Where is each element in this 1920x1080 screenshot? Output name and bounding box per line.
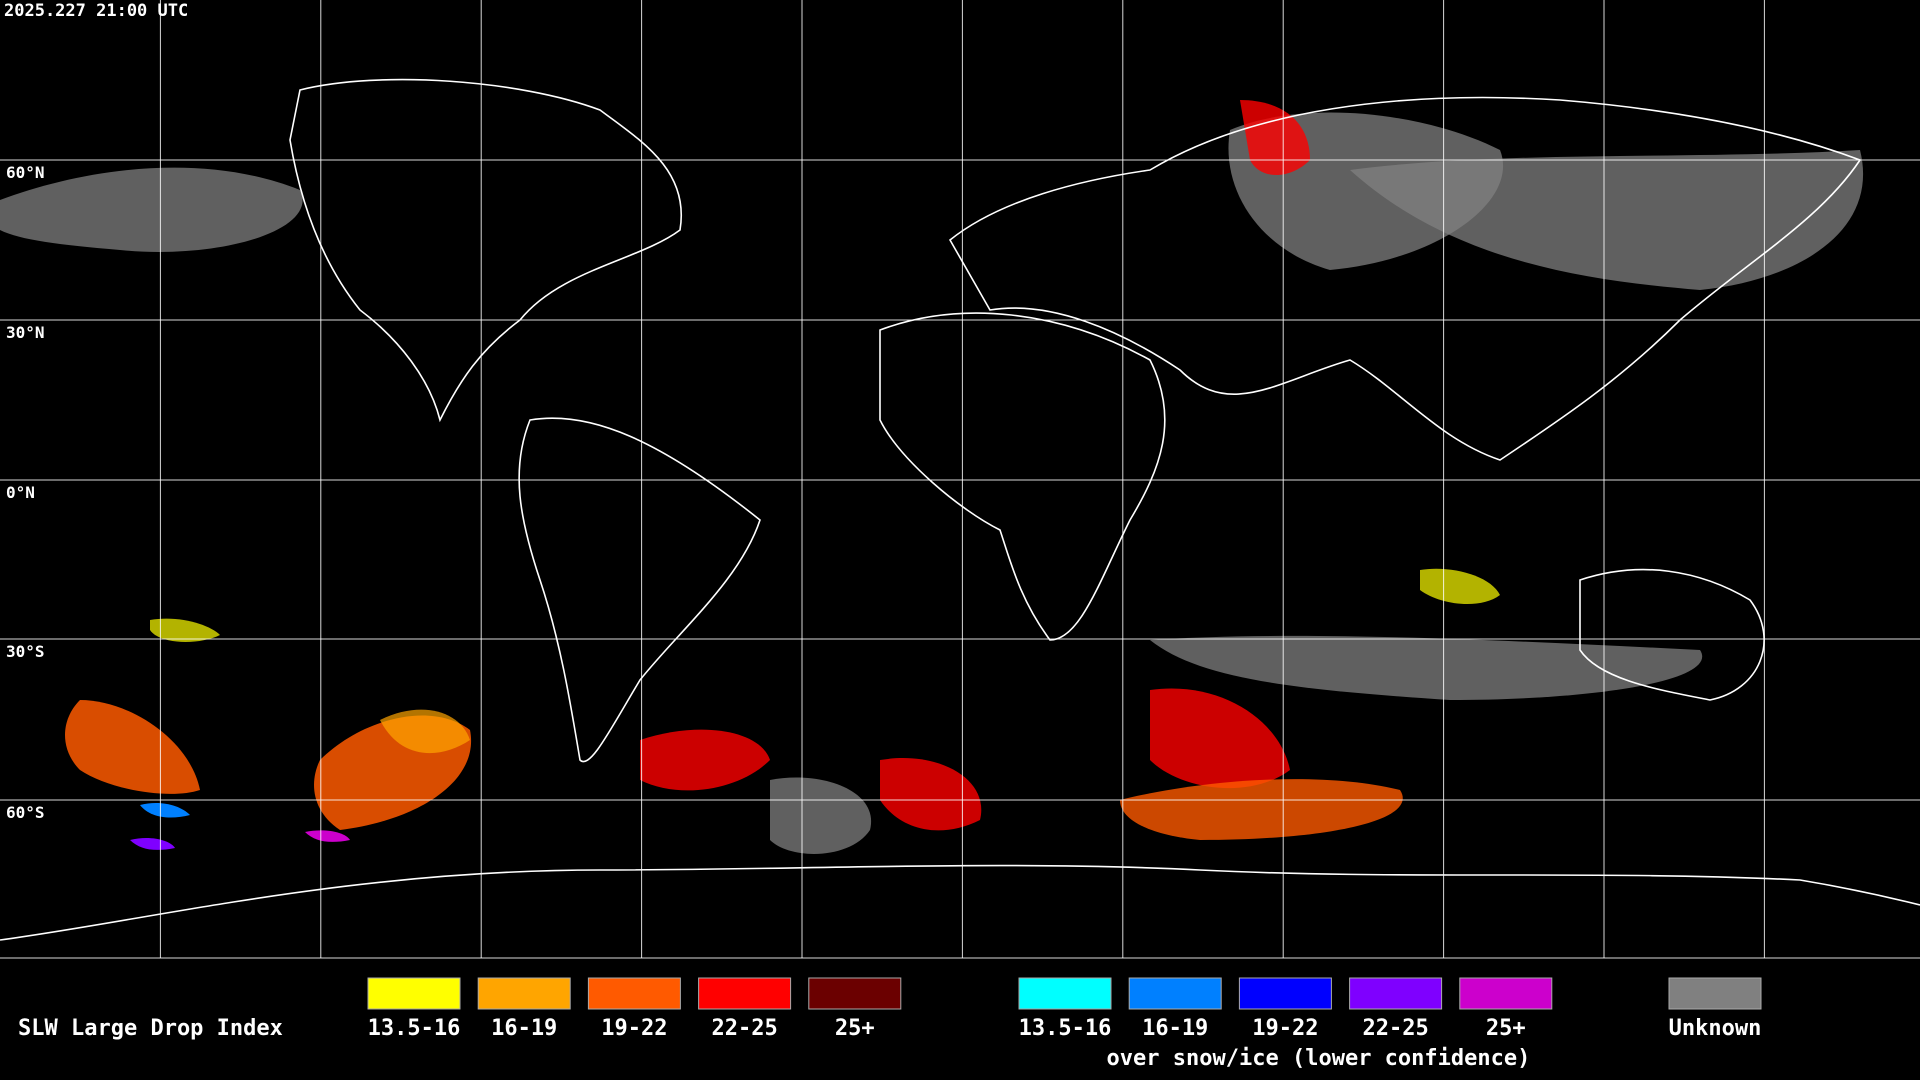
legend-label: 16-19	[491, 1016, 557, 1041]
legend-label: 13.5-16	[368, 1016, 461, 1041]
legend-swatch	[1459, 977, 1553, 1010]
latitude-label: 30°S	[6, 642, 45, 661]
legend-label: 19-22	[601, 1016, 667, 1041]
legend: SLW Large Drop Index 13.5-16 16-19 19-22 22…	[18, 977, 1762, 1071]
legend-swatch	[1128, 977, 1222, 1010]
legend-swatch	[698, 977, 792, 1010]
legend-swatch	[1238, 977, 1332, 1010]
legend-label: Unknown	[1669, 1016, 1762, 1041]
legend-swatch	[1018, 977, 1112, 1010]
legend-swatch	[367, 977, 461, 1010]
index-field	[0, 100, 1864, 854]
graticule	[0, 0, 1920, 959]
legend-label: 16-19	[1142, 1016, 1208, 1041]
legend-label: 13.5-16	[1019, 1016, 1112, 1041]
legend-swatch	[1349, 977, 1443, 1010]
legend-label: 22-25	[711, 1016, 777, 1041]
legend-caption: over snow/ice (lower confidence)	[1107, 1046, 1531, 1071]
latitude-labels: 60°N 30°N 0°N 30°S 60°S	[6, 163, 45, 822]
timestamp: 2025.227 21:00 UTC	[4, 1, 188, 21]
legend-swatch	[808, 977, 902, 1010]
legend-swatch	[477, 977, 571, 1010]
latitude-label: 60°N	[6, 163, 45, 182]
legend-title: SLW Large Drop Index	[18, 1016, 283, 1041]
latitude-label: 60°S	[6, 803, 45, 822]
latitude-label: 30°N	[6, 323, 45, 342]
coastlines	[0, 78, 1920, 941]
latitude-label: 0°N	[6, 483, 35, 502]
legend-label: 25+	[835, 1016, 875, 1041]
legend-label: 19-22	[1252, 1016, 1318, 1041]
legend-label: 25+	[1486, 1016, 1526, 1041]
legend-swatch	[587, 977, 681, 1010]
legend-swatch	[1668, 977, 1762, 1010]
legend-label: 22-25	[1362, 1016, 1428, 1041]
